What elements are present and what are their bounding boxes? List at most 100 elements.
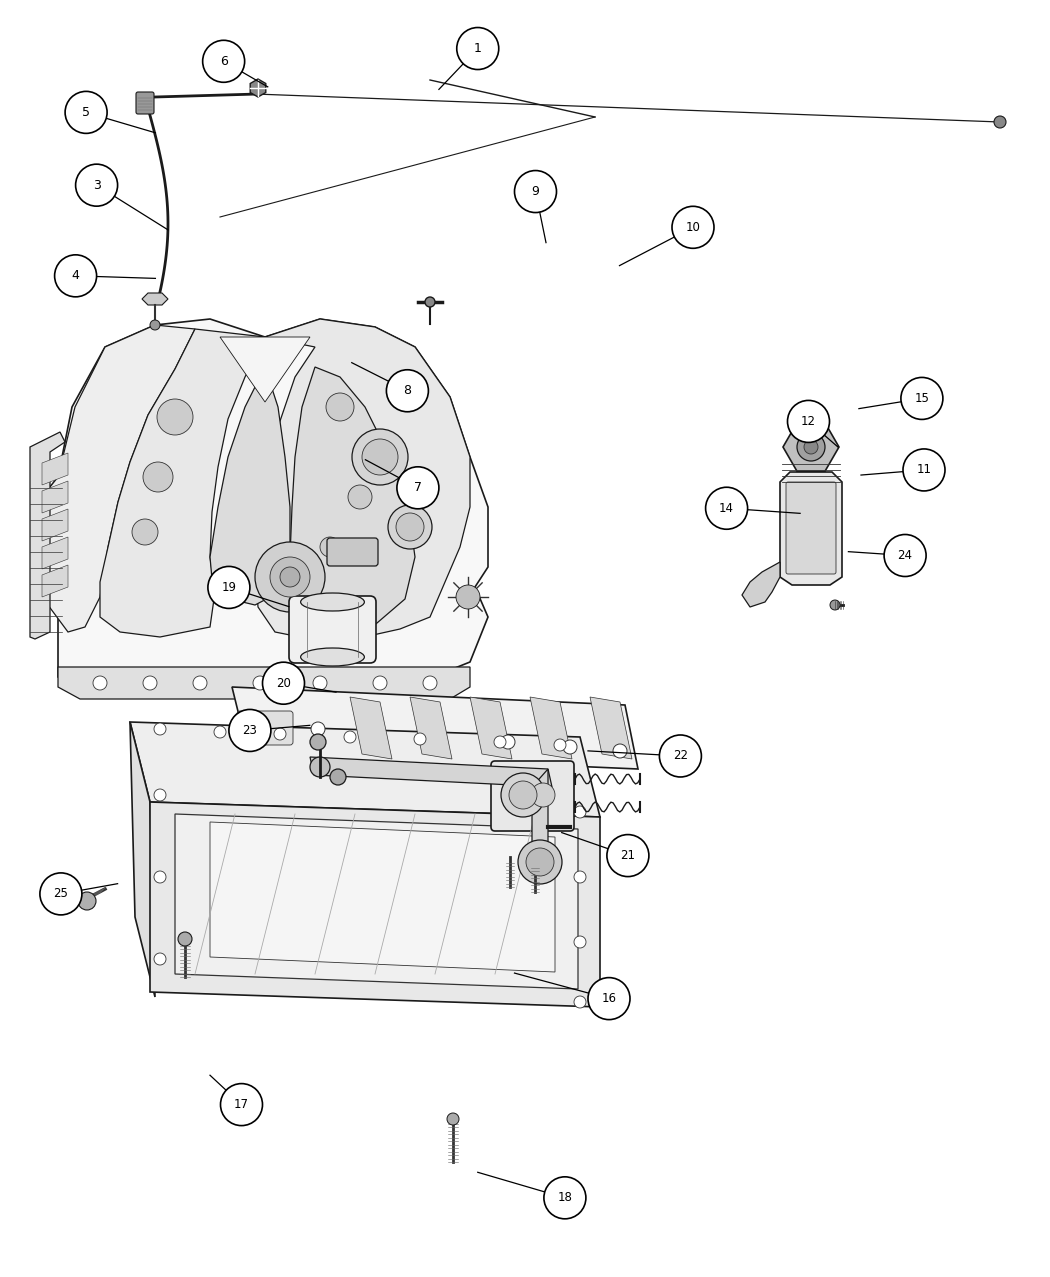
Polygon shape [780,472,842,585]
Circle shape [388,504,432,549]
Circle shape [76,165,118,206]
Circle shape [514,171,556,212]
FancyBboxPatch shape [491,761,574,831]
Text: 19: 19 [222,581,236,594]
Polygon shape [232,687,638,769]
Polygon shape [530,697,572,759]
Circle shape [178,932,192,946]
Circle shape [706,488,748,529]
Text: 14: 14 [719,502,734,515]
Circle shape [270,557,310,598]
Circle shape [154,723,166,736]
Circle shape [574,936,586,948]
Circle shape [397,467,439,508]
Polygon shape [290,366,415,632]
Circle shape [494,736,506,748]
Circle shape [554,739,566,751]
Circle shape [55,255,97,296]
Text: 10: 10 [686,221,700,234]
Circle shape [253,676,267,690]
Circle shape [544,1177,586,1218]
Circle shape [320,538,340,557]
Polygon shape [255,319,470,638]
FancyBboxPatch shape [289,596,376,663]
Text: 7: 7 [414,481,422,494]
Circle shape [262,663,304,704]
Text: 5: 5 [82,106,90,119]
Circle shape [509,782,537,810]
Polygon shape [742,562,780,607]
Circle shape [280,567,300,587]
Circle shape [884,535,926,576]
Circle shape [447,1114,459,1125]
Circle shape [501,773,545,817]
Circle shape [330,769,346,785]
Circle shape [326,393,354,421]
Text: 1: 1 [474,42,482,55]
Text: 15: 15 [915,392,929,405]
Circle shape [65,92,107,133]
Polygon shape [42,564,68,598]
Text: 9: 9 [531,185,540,198]
Circle shape [659,736,701,776]
Circle shape [274,728,286,739]
Polygon shape [210,366,290,605]
Circle shape [531,783,555,807]
Polygon shape [42,481,68,513]
Polygon shape [590,697,632,759]
Polygon shape [310,757,552,787]
Text: 16: 16 [602,992,616,1005]
Circle shape [255,541,326,612]
Circle shape [423,676,437,690]
Circle shape [158,398,193,435]
Circle shape [143,462,173,492]
Circle shape [220,1084,262,1125]
Text: 24: 24 [898,549,912,562]
Text: 12: 12 [801,415,816,428]
Circle shape [672,207,714,248]
Circle shape [78,893,96,911]
Circle shape [901,378,943,419]
Polygon shape [130,722,600,817]
Polygon shape [350,697,392,759]
Polygon shape [150,802,600,1008]
Circle shape [132,518,158,545]
Circle shape [93,676,107,690]
Circle shape [310,734,326,750]
Circle shape [373,676,387,690]
Polygon shape [42,326,195,632]
Circle shape [574,871,586,882]
Circle shape [607,835,649,876]
Polygon shape [532,769,548,859]
Polygon shape [42,538,68,570]
Circle shape [352,429,408,485]
Circle shape [214,727,226,738]
FancyBboxPatch shape [327,538,378,566]
Text: 8: 8 [403,384,412,397]
Circle shape [414,733,426,744]
Circle shape [344,730,356,743]
Polygon shape [470,697,512,759]
Circle shape [208,567,250,608]
Text: 6: 6 [219,55,228,68]
Polygon shape [142,292,168,305]
Polygon shape [42,453,68,485]
Circle shape [203,41,245,82]
Polygon shape [783,423,839,471]
Circle shape [313,676,327,690]
Polygon shape [130,722,155,997]
Circle shape [563,739,578,753]
Polygon shape [42,510,68,541]
Polygon shape [210,822,555,972]
Circle shape [154,871,166,882]
Ellipse shape [300,647,364,667]
Polygon shape [220,337,310,402]
Circle shape [501,736,514,750]
Polygon shape [250,79,266,97]
Circle shape [251,715,265,729]
Circle shape [518,840,562,884]
Circle shape [154,953,166,965]
Polygon shape [410,697,452,759]
Text: 3: 3 [92,179,101,192]
Circle shape [456,585,480,609]
